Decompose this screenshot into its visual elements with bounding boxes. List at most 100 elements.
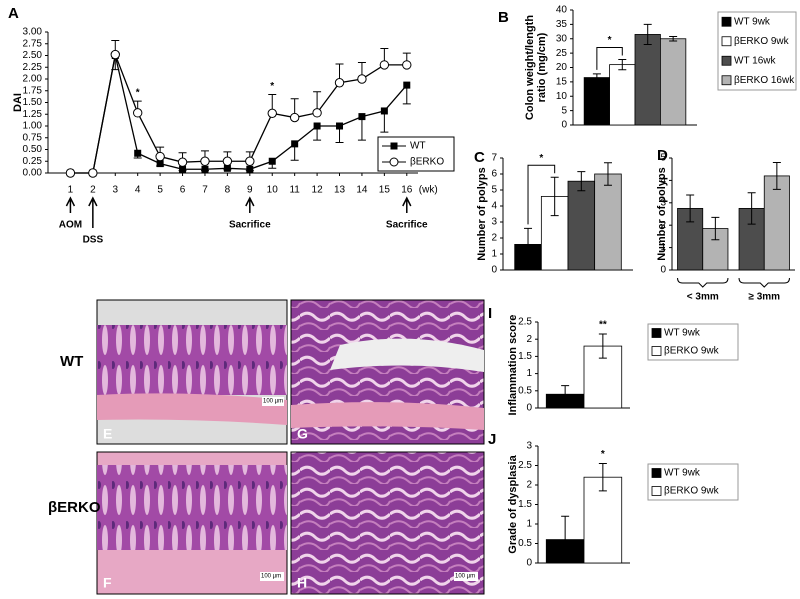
error-bar xyxy=(598,463,607,492)
error-bar xyxy=(561,515,570,564)
y-axis-label: ratio (mg/cm) xyxy=(536,32,548,102)
panel-label: H xyxy=(297,575,307,591)
x-tick-label: 7 xyxy=(202,185,208,196)
y-tick-label: 2.25 xyxy=(23,62,43,73)
y-axis-label: Number of polyps xyxy=(656,167,668,261)
annotation: * xyxy=(601,449,605,460)
x-tick-label: 12 xyxy=(312,185,324,196)
legend-label: βERKO 9wk xyxy=(664,486,720,497)
y-tick-label: 0.75 xyxy=(23,132,43,143)
y-tick-label: 2.5 xyxy=(518,317,532,328)
y-tick-label: 25 xyxy=(556,48,568,59)
scale-bar xyxy=(260,572,284,581)
histology-image xyxy=(330,338,484,372)
legend-label: βERKO 16wk xyxy=(734,75,795,86)
marker xyxy=(312,108,322,118)
marker xyxy=(245,156,255,166)
x-tick-label: 11 xyxy=(289,185,300,196)
bar xyxy=(583,476,623,564)
legend-swatch xyxy=(721,55,732,66)
error-bar xyxy=(618,58,627,71)
y-tick-label: 2 xyxy=(526,334,532,345)
error-bar xyxy=(524,227,533,261)
y-tick-label: 0.50 xyxy=(23,144,43,155)
y-tick-label: 3 xyxy=(491,217,497,228)
y-tick-label: 0.00 xyxy=(23,168,43,179)
marker xyxy=(336,122,344,130)
x-tick-label: 15 xyxy=(379,185,391,196)
error-bar xyxy=(577,171,586,192)
marker xyxy=(223,164,231,172)
annotation: * xyxy=(539,153,543,164)
panel-label: I xyxy=(488,305,492,322)
error-bar xyxy=(592,73,601,82)
y-axis-label: Inflammation score xyxy=(507,315,519,416)
legend-label: WT 9wk xyxy=(734,16,771,27)
x-tick-label: 4 xyxy=(135,185,141,196)
event-arrow xyxy=(402,196,412,213)
y-tick-label: 40 xyxy=(556,5,568,16)
bar xyxy=(660,38,687,126)
y-tick-label: 1 xyxy=(491,249,497,260)
y-tick-label: 5 xyxy=(491,185,497,196)
panel-label: B xyxy=(498,9,509,26)
y-tick-label: 1.00 xyxy=(23,121,43,132)
scale-bar-label: 100 µm xyxy=(261,574,281,580)
legend-swatch xyxy=(721,75,732,86)
panel-label: G xyxy=(297,426,308,442)
legend-label: WT 9wk xyxy=(664,468,701,479)
y-tick-label: 3 xyxy=(660,197,666,208)
scale-bar xyxy=(454,572,478,581)
x-tick-label: 6 xyxy=(180,185,186,196)
annotation: * xyxy=(136,88,140,99)
marker xyxy=(246,165,254,173)
y-tick-label: 10 xyxy=(556,91,568,102)
error-bar xyxy=(598,333,607,359)
y-tick-label: 2 xyxy=(660,220,666,231)
error-bar xyxy=(357,116,366,141)
error-bar xyxy=(643,23,652,45)
legend-label: WT 9wk xyxy=(664,328,701,339)
panel-label: C xyxy=(474,149,485,166)
y-tick-label: 0 xyxy=(526,558,532,569)
legend-swatch xyxy=(651,468,662,478)
y-tick-label: 3 xyxy=(526,441,532,452)
x-tick-label: 13 xyxy=(334,185,346,196)
series-line xyxy=(70,55,408,174)
y-tick-label: 0 xyxy=(561,120,567,131)
marker xyxy=(110,49,120,60)
x-tick-label: 2 xyxy=(90,185,96,196)
legend-swatch xyxy=(389,157,399,167)
error-bar xyxy=(686,194,695,223)
x-tick-label: ≥ 3mm xyxy=(748,292,780,303)
marker xyxy=(267,108,277,119)
row-label: βERKO xyxy=(48,499,101,516)
histology-image xyxy=(291,402,484,430)
significance-bracket xyxy=(596,46,623,70)
histology-image xyxy=(97,393,287,425)
y-tick-label: 20 xyxy=(556,62,568,73)
marker xyxy=(65,168,76,178)
y-tick-label: 1.75 xyxy=(23,85,43,96)
scale-bar xyxy=(262,397,284,406)
event-label: Sacrifice xyxy=(229,220,271,231)
marker xyxy=(403,81,411,89)
bar xyxy=(609,64,636,126)
y-tick-label: 0.5 xyxy=(518,538,532,549)
marker xyxy=(268,157,276,165)
y-tick-label: 2.50 xyxy=(23,50,43,61)
marker xyxy=(177,157,188,167)
histology-image xyxy=(97,325,287,395)
y-tick-label: 3.00 xyxy=(23,27,43,38)
marker xyxy=(200,156,210,166)
legend-label: WT 16wk xyxy=(734,55,776,66)
y-tick-label: 2.5 xyxy=(518,460,532,471)
y-tick-label: 5 xyxy=(660,153,666,164)
error-bar xyxy=(669,35,678,42)
bar xyxy=(567,180,596,271)
annotation: * xyxy=(270,81,274,92)
bar xyxy=(583,77,610,126)
error-bar xyxy=(550,176,559,217)
x-tick-label: 3 xyxy=(112,185,118,196)
x-tick-label: 5 xyxy=(157,185,163,196)
